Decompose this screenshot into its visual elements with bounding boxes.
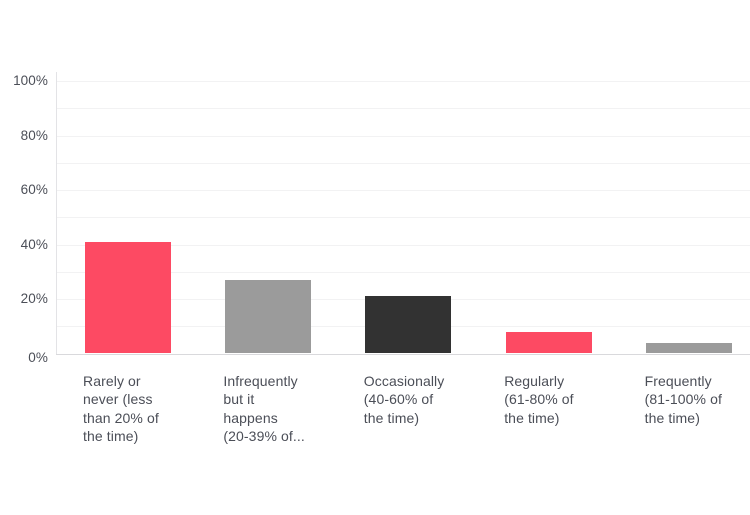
category-label: Rarely or never (less than 20% of the time) [83,372,203,446]
bar [505,331,592,354]
bar [646,342,733,354]
y-tick-label: 80% [20,127,48,143]
bar [224,279,311,354]
category-label-line: never (less [83,391,153,408]
category-label-line: (61-80% of [504,391,574,408]
category-label-line: than 20% of [83,409,159,426]
category-label-line: Occasionally [363,373,445,389]
category-label-line: Frequently [644,373,712,389]
gridline [56,135,750,137]
category-label: Infrequently but it happens (20-39% of... [223,372,343,446]
category-label-line: the time) [644,409,700,426]
y-axis-line [56,72,57,354]
y-tick-label: 40% [20,236,48,252]
x-axis-baseline [56,353,750,355]
category-label-line: Regularly [504,373,565,389]
bar [365,296,452,354]
y-tick-label: 20% [20,291,48,306]
category-label-line: the time) [363,409,420,426]
gridline [56,108,750,110]
category-label-line: Infrequently [223,373,298,389]
gridline [56,162,750,164]
category-label-line: (81-100% of [644,391,722,408]
category-label: Regularly (61-80% of the time) [504,372,624,427]
y-tick-label: 0% [28,349,48,365]
gridline [56,217,750,219]
category-label: Frequently (81-100% of the time) [645,372,750,427]
category-label-line: (40-60% of [363,391,434,408]
bar [84,241,171,354]
y-tick-label: 60% [20,182,48,197]
category-label: Occasionally (40-60% of the time) [364,372,484,427]
gridline [56,81,750,82]
gridline [56,244,750,246]
category-label-line: happens [223,409,278,426]
category-label-line: (20-39% of... [223,428,305,445]
category-label-line: the time) [83,428,139,445]
category-label-line: Rarely or [83,373,141,389]
y-tick-label: 100% [13,73,48,88]
category-label-line: the time) [504,409,560,426]
gridline [56,190,750,191]
gridline [56,271,750,273]
category-label-line: but it [223,391,255,408]
